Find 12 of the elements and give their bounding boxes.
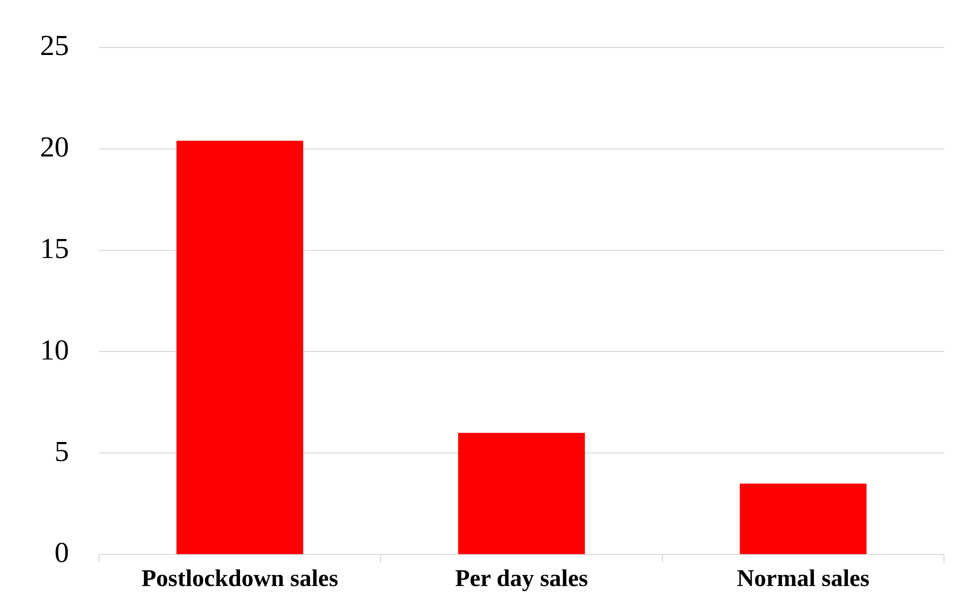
bar: [740, 484, 867, 554]
x-tick-label: Per day sales: [455, 566, 588, 592]
y-tick-label: 5: [54, 436, 69, 468]
y-tick-label: 25: [40, 30, 69, 62]
bar: [458, 432, 585, 554]
x-tick-label: Normal sales: [736, 566, 870, 592]
y-tick-label: 10: [40, 334, 69, 366]
y-tick-label: 20: [40, 131, 69, 164]
x-tick-label: Postlockdown sales: [141, 566, 338, 592]
y-tick-label: 15: [40, 232, 69, 265]
y-tick-label: 0: [54, 537, 69, 570]
bar: [176, 140, 304, 554]
